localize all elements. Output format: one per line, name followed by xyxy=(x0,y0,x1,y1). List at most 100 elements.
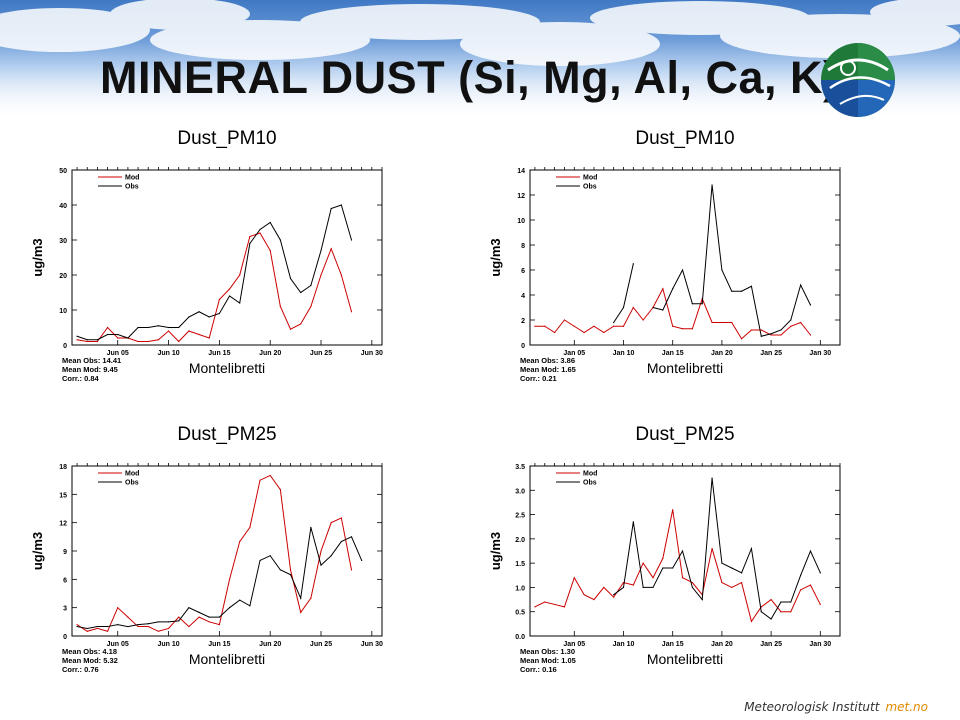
data-point-obs xyxy=(178,620,180,622)
data-point-obs xyxy=(279,569,281,571)
data-point-obs xyxy=(652,306,654,309)
data-point-obs xyxy=(681,550,684,552)
data-point-obs xyxy=(310,526,312,528)
data-point-mod xyxy=(340,517,342,519)
data-point-mod xyxy=(681,328,684,330)
data-point-mod xyxy=(652,577,654,579)
data-point-mod xyxy=(208,621,210,623)
data-point-obs xyxy=(208,616,210,618)
data-point-mod xyxy=(691,328,693,330)
y-tick-label: 4 xyxy=(521,293,525,300)
legend-label-mod: Mod xyxy=(125,175,139,182)
x-tick-label: Jun 05 xyxy=(107,350,129,357)
data-point-mod xyxy=(613,325,615,327)
x-tick-label: Jun 15 xyxy=(208,641,230,648)
data-point-mod xyxy=(780,611,782,613)
data-point-obs xyxy=(147,326,149,329)
data-point-obs xyxy=(86,627,88,630)
data-point-obs xyxy=(96,339,99,341)
footer-org: Meteorologisk Institutt xyxy=(744,700,880,714)
data-point-obs xyxy=(320,249,322,252)
data-point-obs xyxy=(228,607,231,609)
y-tick-label: 6 xyxy=(521,268,525,275)
data-point-mod xyxy=(583,331,585,334)
chart-title: Dust_PM10 xyxy=(177,128,276,149)
data-point-mod xyxy=(740,581,743,584)
data-point-obs xyxy=(790,319,792,321)
data-point-mod xyxy=(96,340,99,343)
series-obs xyxy=(613,184,812,337)
data-point-obs xyxy=(780,601,782,603)
x-tick-label: Jan 25 xyxy=(760,641,782,648)
data-point-mod xyxy=(554,331,556,334)
stats-line: Mean Obs: 1.30 xyxy=(520,647,575,656)
data-point-mod xyxy=(544,601,546,603)
data-point-mod xyxy=(167,627,170,630)
data-point-mod xyxy=(632,306,634,309)
data-point-obs xyxy=(632,521,634,523)
data-point-mod xyxy=(819,603,821,606)
data-point-obs xyxy=(106,625,109,628)
data-point-obs xyxy=(800,284,802,286)
data-point-obs xyxy=(127,337,129,339)
data-point-mod xyxy=(178,616,180,618)
data-point-mod xyxy=(340,274,342,276)
data-point-mod xyxy=(300,611,302,613)
data-point-obs xyxy=(613,321,615,324)
data-point-mod xyxy=(603,331,605,334)
data-point-obs xyxy=(289,574,292,576)
chart-panel-pm10-june: Dust_PM10 0 10 20 30 40 50 Jun 05 Jun 10 Jun 15 Ju… xyxy=(20,124,460,399)
x-tick-label: Jan 20 xyxy=(711,350,733,357)
data-point-mod xyxy=(198,333,200,336)
data-point-obs xyxy=(269,221,271,224)
legend-label-obs: Obs xyxy=(125,480,139,487)
data-point-mod xyxy=(681,577,684,579)
data-point-obs xyxy=(117,333,119,336)
x-tick-label: Jun 15 xyxy=(208,350,230,357)
data-point-obs xyxy=(188,316,190,318)
data-point-mod xyxy=(239,540,241,543)
data-point-mod xyxy=(310,597,312,599)
data-point-obs xyxy=(310,284,312,287)
data-point-mod xyxy=(117,607,119,609)
data-point-obs xyxy=(198,311,200,313)
series-line-mod xyxy=(76,474,352,632)
x-tick-label: Jun 10 xyxy=(157,350,179,357)
x-tick-label: Jan 10 xyxy=(613,641,635,648)
data-point-obs xyxy=(300,291,302,294)
data-point-mod xyxy=(603,586,605,589)
met-no-globe-logo-icon xyxy=(821,43,895,117)
chart-pm25-january: Dust_PM25 0.0 0.5 1.0 1.5 2.0 2.5 3.0 3.5 Jan 05 J… xyxy=(488,424,841,674)
y-axis-label: ug/m3 xyxy=(30,532,45,570)
data-point-obs xyxy=(691,303,693,305)
x-tick-label: Jan 25 xyxy=(760,350,782,357)
data-point-obs xyxy=(340,540,342,543)
chart-panel-pm25-june: Dust_PM25 0 3 6 9 12 15 18 Jun 05 Jun 10 Jun 15 Jun… xyxy=(20,420,460,690)
data-point-obs xyxy=(622,586,625,589)
x-tick-label: Jan 15 xyxy=(662,641,684,648)
x-tick-label: Jun 20 xyxy=(259,641,281,648)
series-line-mod xyxy=(76,232,352,343)
x-tick-label: Jun 05 xyxy=(107,641,129,648)
data-point-mod xyxy=(239,274,241,276)
data-point-mod xyxy=(330,248,332,250)
x-tick-label: Jan 15 xyxy=(662,350,684,357)
data-point-obs xyxy=(711,184,713,186)
data-point-obs xyxy=(289,277,292,280)
data-point-mod xyxy=(613,596,615,598)
data-point-mod xyxy=(563,319,566,321)
sky-banner xyxy=(0,0,960,120)
x-tick-label: Jan 10 xyxy=(613,350,635,357)
data-point-mod xyxy=(249,235,251,238)
chart-title: Dust_PM25 xyxy=(635,424,734,445)
x-axis-label: Montelibretti xyxy=(647,360,723,376)
y-tick-label: 0 xyxy=(63,343,67,350)
data-point-mod xyxy=(809,334,812,336)
data-point-obs xyxy=(652,586,654,589)
data-point-mod xyxy=(790,325,792,327)
data-point-mod xyxy=(573,577,575,579)
data-point-obs xyxy=(731,567,733,569)
data-point-obs xyxy=(218,312,220,315)
data-point-mod xyxy=(167,330,170,332)
data-point-mod xyxy=(137,340,139,343)
